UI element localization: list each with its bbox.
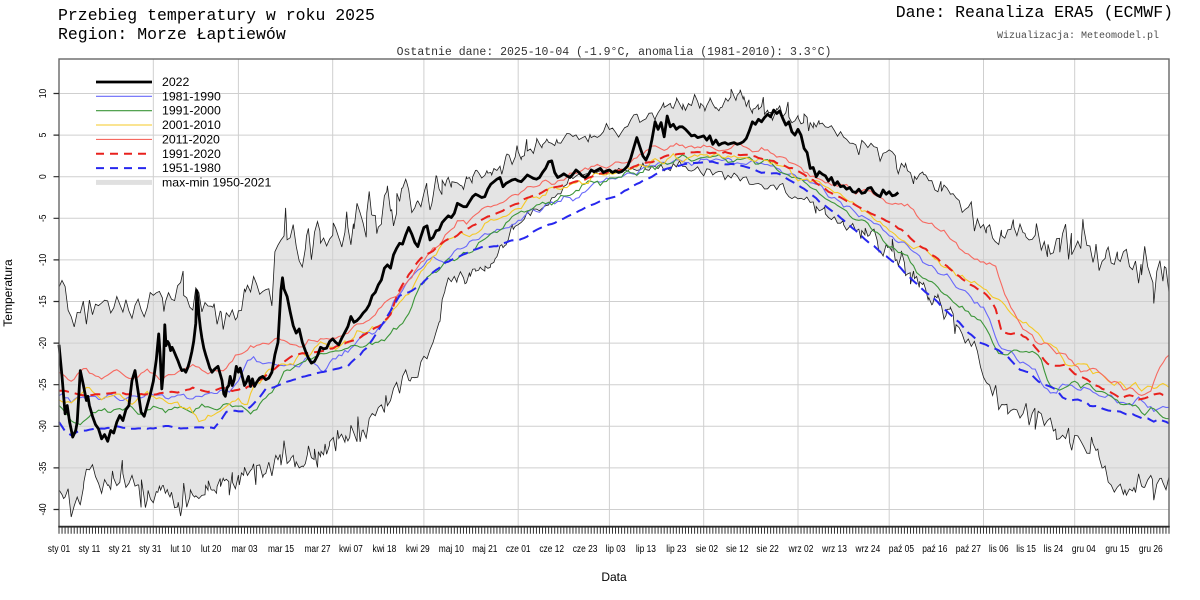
svg-text:lis 24: lis 24 [1044, 543, 1064, 555]
svg-text:lut 20: lut 20 [201, 543, 222, 555]
svg-text:Ostatnie dane: 2025-10-04 (-1.: Ostatnie dane: 2025-10-04 (-1.9°C, anoma… [397, 46, 832, 59]
svg-text:maj 10: maj 10 [439, 543, 464, 555]
svg-text:paź 27: paź 27 [956, 543, 981, 555]
svg-text:sty 11: sty 11 [79, 543, 101, 555]
svg-text:5: 5 [37, 133, 49, 138]
svg-text:wrz 02: wrz 02 [788, 543, 814, 555]
svg-text:-30: -30 [37, 420, 49, 432]
svg-text:-25: -25 [37, 379, 49, 391]
svg-text:0: 0 [37, 174, 49, 179]
svg-text:Data: Data [601, 570, 627, 584]
svg-text:sie 22: sie 22 [756, 543, 778, 555]
svg-text:lis 15: lis 15 [1016, 543, 1036, 555]
svg-text:sie 12: sie 12 [726, 543, 748, 555]
svg-text:mar 27: mar 27 [304, 543, 330, 555]
svg-text:lip 23: lip 23 [666, 543, 686, 555]
svg-text:-35: -35 [37, 462, 49, 474]
svg-text:gru 04: gru 04 [1072, 543, 1096, 555]
svg-text:wrz 24: wrz 24 [855, 543, 881, 555]
svg-text:lis 06: lis 06 [989, 543, 1009, 555]
svg-text:kwi 18: kwi 18 [373, 543, 397, 555]
svg-text:sty 01: sty 01 [48, 543, 70, 555]
svg-text:1981-1990: 1981-1990 [162, 89, 221, 103]
svg-text:10: 10 [37, 89, 49, 98]
svg-text:max-min 1950-2021: max-min 1950-2021 [162, 175, 272, 189]
svg-text:sty 21: sty 21 [109, 543, 131, 555]
svg-text:2022: 2022 [162, 75, 190, 89]
svg-text:1991-2020: 1991-2020 [162, 147, 221, 161]
svg-text:2001-2010: 2001-2010 [162, 118, 221, 132]
svg-text:-5: -5 [37, 215, 49, 222]
svg-text:paź 16: paź 16 [922, 543, 947, 555]
svg-text:1991-2000: 1991-2000 [162, 104, 221, 118]
svg-text:-40: -40 [37, 503, 49, 515]
svg-text:-20: -20 [37, 337, 49, 349]
svg-text:cze 01: cze 01 [506, 543, 531, 555]
svg-text:-10: -10 [37, 254, 49, 266]
svg-text:cze 23: cze 23 [573, 543, 598, 555]
svg-text:gru 15: gru 15 [1105, 543, 1129, 555]
svg-text:kwi 29: kwi 29 [406, 543, 430, 555]
svg-text:maj 21: maj 21 [472, 543, 497, 555]
svg-text:lip 13: lip 13 [636, 543, 656, 555]
svg-text:1951-1980: 1951-1980 [162, 161, 221, 175]
svg-text:-15: -15 [37, 295, 49, 307]
svg-text:mar 15: mar 15 [268, 543, 294, 555]
svg-text:2011-2020: 2011-2020 [162, 132, 220, 146]
svg-text:sie 02: sie 02 [696, 543, 718, 555]
svg-text:gru 26: gru 26 [1139, 543, 1163, 555]
svg-text:sty 31: sty 31 [139, 543, 161, 555]
svg-text:Dane: Reanaliza ERA5 (ECMWF): Dane: Reanaliza ERA5 (ECMWF) [896, 3, 1173, 22]
svg-text:cze 12: cze 12 [539, 543, 564, 555]
svg-text:Wizualizacja: Meteomodel.pl: Wizualizacja: Meteomodel.pl [997, 30, 1159, 42]
svg-text:lip 03: lip 03 [605, 543, 625, 555]
svg-text:Przebieg temperatury w roku 20: Przebieg temperatury w roku 2025 [58, 6, 375, 25]
svg-text:mar 03: mar 03 [231, 543, 257, 555]
svg-text:Region: Morze Łaptiewów: Region: Morze Łaptiewów [58, 25, 286, 44]
svg-text:lut 10: lut 10 [170, 543, 191, 555]
svg-text:wrz 13: wrz 13 [821, 543, 847, 555]
svg-text:Temperatura: Temperatura [1, 259, 15, 327]
svg-text:kwi 07: kwi 07 [339, 543, 363, 555]
svg-text:paź 05: paź 05 [889, 543, 914, 555]
